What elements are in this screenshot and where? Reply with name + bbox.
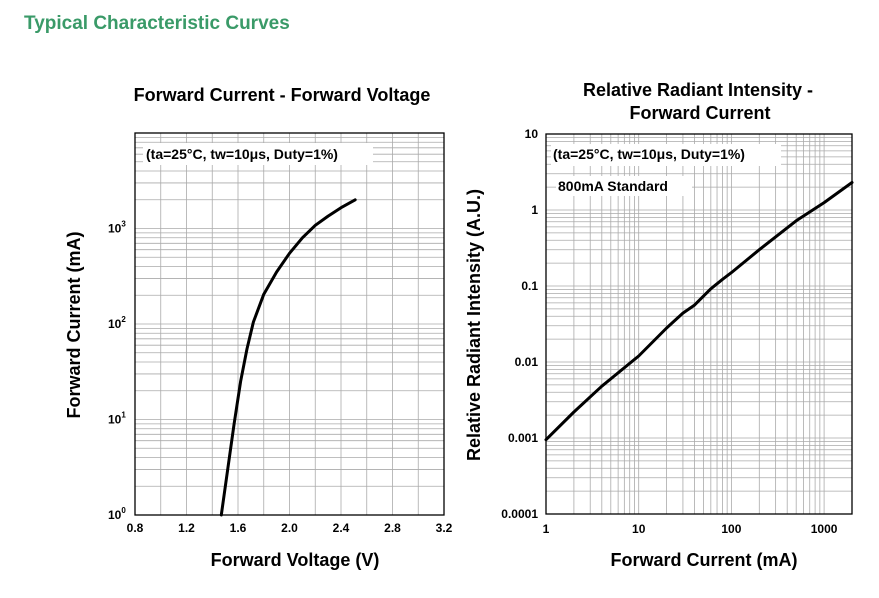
- y-tick-label: 0.0001: [501, 507, 538, 521]
- y-tick-label: 102: [108, 315, 126, 331]
- x-tick-label: 1000: [811, 522, 838, 536]
- chart1-x-axis-label: Forward Voltage (V): [211, 550, 380, 570]
- chart2-x-ticks: 1 10 100 1000: [543, 522, 838, 536]
- chart2-annotation-bg: [551, 144, 781, 166]
- chart2-title-line1: Relative Radiant Intensity -: [583, 80, 813, 100]
- chart1-title: Forward Current - Forward Voltage: [134, 85, 431, 105]
- x-tick-label: 3.2: [436, 521, 453, 535]
- x-tick-label: 1.2: [178, 521, 195, 535]
- chart1-annotation: (ta=25°C, tw=10μs, Duty=1%): [146, 146, 338, 162]
- chart-forward-current-voltage: Forward Current - Forward Voltage (ta=25…: [64, 85, 453, 570]
- x-tick-label: 1: [543, 522, 550, 536]
- x-tick-label: 10: [632, 522, 646, 536]
- y-tick-label: 101: [108, 411, 126, 427]
- y-tick-label: 0.01: [515, 355, 539, 369]
- series-line: [219, 198, 357, 517]
- y-tick-label: 103: [108, 220, 126, 236]
- chart2-plot-frame: [545, 133, 853, 515]
- y-tick-label: 0.1: [521, 279, 538, 293]
- series-line: [544, 181, 854, 442]
- section-title: Typical Characteristic Curves: [24, 13, 290, 34]
- chart2-title-line2: Forward Current: [629, 103, 770, 123]
- chart2-x-axis-label: Forward Current (mA): [610, 550, 797, 570]
- chart1-series: [219, 198, 357, 517]
- chart2-annotation-conditions: (ta=25°C, tw=10μs, Duty=1%): [553, 146, 745, 162]
- chart2-standard-bg: [556, 176, 692, 196]
- chart1-plot-frame: [134, 132, 445, 516]
- x-tick-label: 2.0: [281, 521, 298, 535]
- x-tick-label: 100: [721, 522, 741, 536]
- chart1-y-axis-label: Forward Current (mA): [64, 231, 84, 418]
- chart1-annotation-bg: [143, 143, 373, 165]
- chart1-y-ticks: 100 101 102 103: [108, 220, 126, 523]
- x-tick-label: 1.6: [230, 521, 247, 535]
- chart2-y-axis-label: Relative Radiant Intensity (A.U.): [464, 189, 484, 461]
- y-tick-label: 10: [525, 127, 539, 141]
- y-tick-label: 100: [108, 506, 126, 522]
- x-tick-label: 0.8: [127, 521, 144, 535]
- chart2-y-ticks: 0.0001 0.001 0.01 0.1 1 10: [501, 127, 538, 521]
- y-tick-label: 1: [531, 203, 538, 217]
- x-tick-label: 2.8: [384, 521, 401, 535]
- chart1-grid: [135, 133, 444, 515]
- chart-radiant-intensity-current: Relative Radiant Intensity - Forward Cur…: [464, 80, 854, 570]
- x-tick-label: 2.4: [333, 521, 350, 535]
- chart2-annotation-standard: 800mA Standard: [558, 178, 668, 194]
- chart2-series: [544, 181, 854, 442]
- y-tick-label: 0.001: [508, 431, 538, 445]
- chart1-x-ticks: 0.8 1.2 1.6 2.0 2.4 2.8 3.2: [127, 521, 453, 535]
